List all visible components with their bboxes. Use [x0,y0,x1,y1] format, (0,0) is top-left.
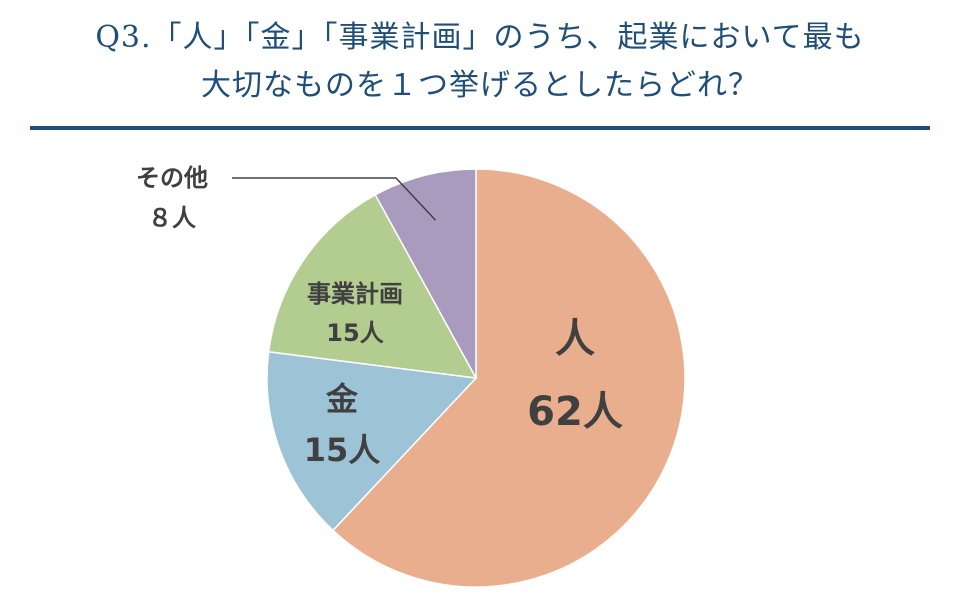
chart-title: Q3.「人」「金」「事業計画」のうち、起業において最も 大切なものを１つ挙げると… [0,14,960,110]
slice-value-other: ８人 [148,204,196,232]
pie-slice-plan [267,193,478,379]
slice-value-plan: 15人 [326,319,383,347]
title-line-2: 大切なものを１つ挙げるとしたらどれ？ [201,68,759,103]
slice-label-kane: 金 [325,380,359,418]
slice-value-jin: 62人 [527,389,623,435]
pie-slice-jin [331,168,686,588]
slice-label-jin: 人 [555,316,595,362]
slice-label-plan: 事業計画 [307,280,403,308]
slice-value-kane: 15人 [304,431,381,469]
pie-slice-other [374,168,477,379]
slice-label-other: その他 [136,164,208,192]
title-underline [30,126,930,130]
pie-slice-kane [266,350,478,532]
title-line-1: Q3.「人」「金」「事業計画」のうち、起業において最も [95,20,865,55]
leader-line-other [232,177,437,221]
